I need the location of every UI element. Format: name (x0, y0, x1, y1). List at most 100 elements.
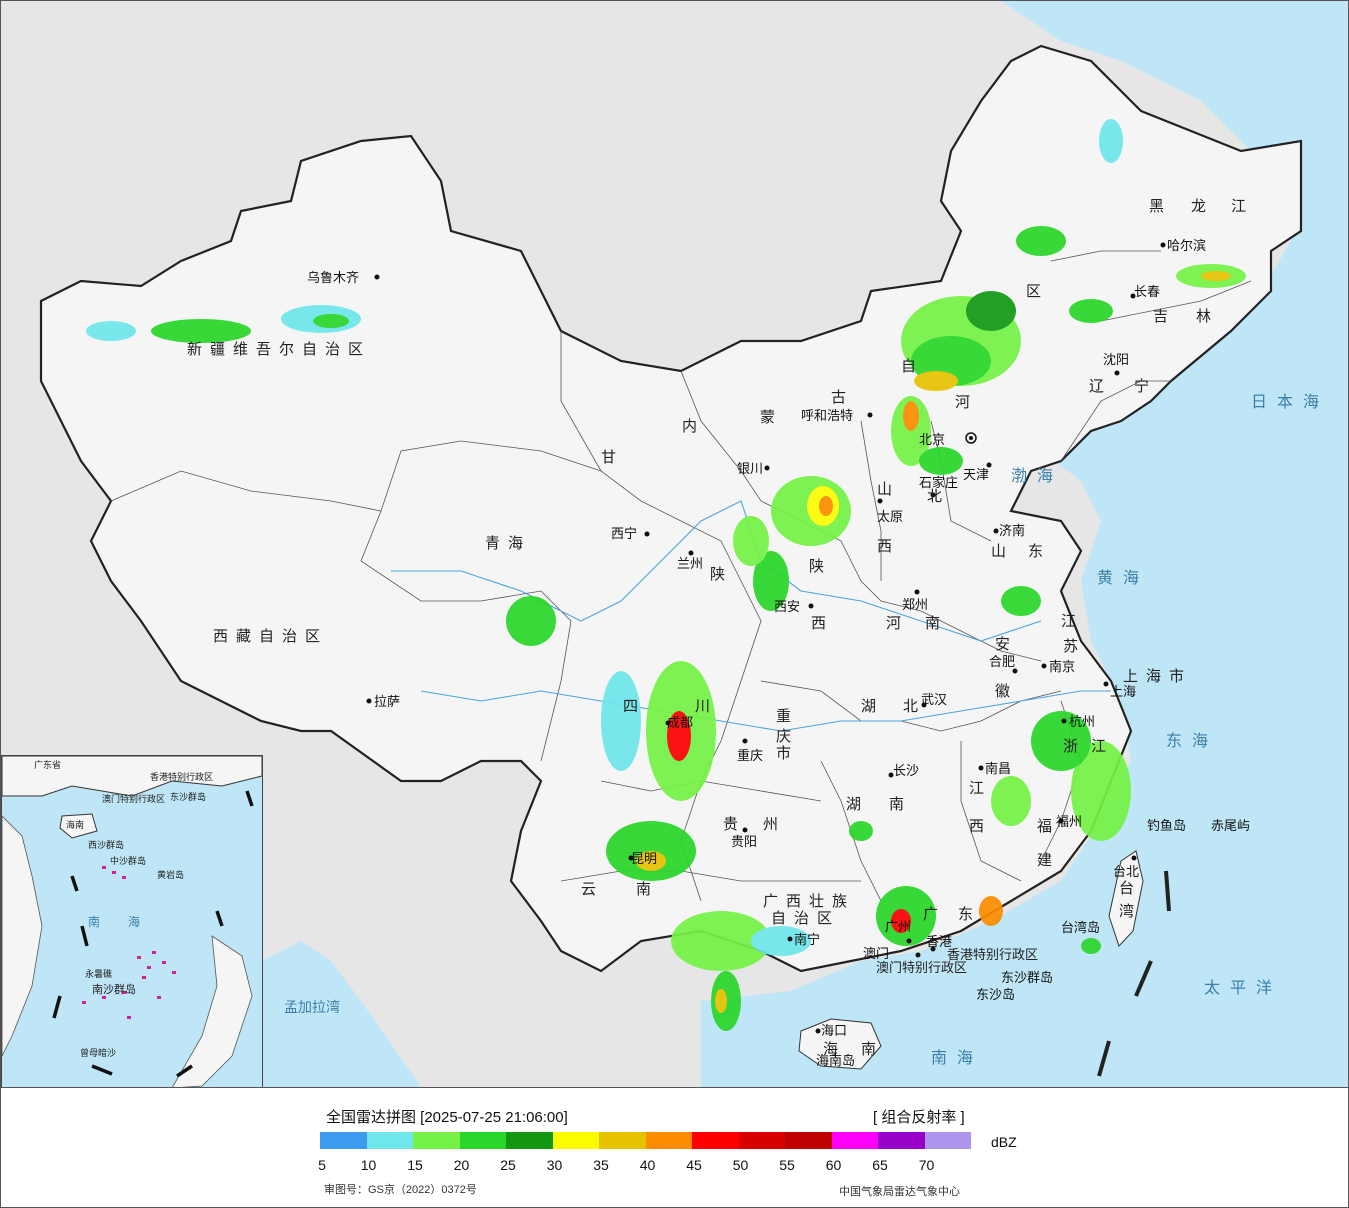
province-label: 河 (955, 393, 978, 411)
city-label: 武汉 (921, 693, 947, 708)
color-swatch (831, 1132, 878, 1149)
city-label: 西宁 (611, 526, 637, 542)
province-label: 福 (1037, 817, 1060, 835)
province-label: 甘 (601, 448, 624, 466)
city-label: 澳门 (863, 946, 889, 962)
province-label: 江 (1231, 197, 1254, 215)
inset-label: 曾母暗沙 (80, 1047, 116, 1059)
color-swatch (366, 1132, 413, 1149)
island-label: 东沙群岛 (1001, 970, 1053, 986)
city-label: 郑州 (902, 598, 928, 613)
color-swatch (552, 1132, 599, 1149)
color-swatch (738, 1132, 785, 1149)
issuer-label: 中国气象局雷达气象中心 (839, 1186, 960, 1198)
south-china-sea-inset: 广东省 香港特别行政区 澳门特别行政区 东沙群岛 海南 西沙群岛 中沙群岛 黄岩… (1, 755, 263, 1087)
province-label: 台 (1119, 879, 1142, 897)
legend-tick-label: 40 (639, 1157, 656, 1173)
island-label: 海南岛 (816, 1053, 855, 1069)
radar-map: 乌鲁木齐 拉萨 西宁 兰州 银川 呼和浩特 北京 天津 石家庄 太原 西安 郑州… (1, 1, 1348, 1088)
legend-panel: 全国雷达拼图 [2025-07-25 21:06:00] [ 组合反射率 ] d… (1, 1088, 1348, 1207)
province-label: 西 (969, 817, 992, 835)
province-label: 庆 (776, 727, 799, 745)
legend-tick-label: 70 (918, 1157, 935, 1173)
city-label: 南宁 (794, 932, 820, 948)
color-swatch (924, 1132, 971, 1149)
color-swatch (645, 1132, 692, 1149)
hk-sar-label: 香港特别行政区 (947, 948, 1038, 963)
legend-tick-label: 60 (825, 1157, 842, 1173)
radar-echoes (86, 119, 1246, 1031)
city-label: 南京 (1049, 659, 1075, 675)
approval-number: 审图号：GS京（2022）0372号 (324, 1184, 477, 1196)
inset-label: 西沙群岛 (88, 839, 124, 851)
inset-label: 广东省 (34, 759, 61, 771)
legend-title: 全国雷达拼图 [2025-07-25 21:06:00] (326, 1109, 568, 1126)
province-label: 区 (1026, 282, 1049, 300)
sea-label: 日本海 (1251, 392, 1329, 411)
city-label: 长春 (1134, 285, 1160, 300)
city-label: 石家庄 (919, 475, 958, 491)
inset-label: 东沙群岛 (170, 791, 206, 803)
legend-tick-label: 55 (779, 1157, 795, 1173)
province-label: 建 (1037, 851, 1060, 869)
province-label: 广 (923, 905, 946, 923)
province-label: 新疆维吾尔自治区 (187, 340, 371, 358)
china-map-svg: 乌鲁木齐 拉萨 西宁 兰州 银川 呼和浩特 北京 天津 石家庄 太原 西安 郑州… (39, 1, 1348, 1087)
province-label: 徽 (995, 682, 1018, 700)
city-label: 台北 (1113, 865, 1139, 880)
city-label: 太原 (877, 510, 903, 525)
province-label: 西 (811, 614, 834, 632)
province-label: 林 (1196, 307, 1219, 325)
inset-label: 永暑礁 (85, 968, 112, 980)
province-label: 辽 (1089, 377, 1112, 395)
city-label: 福州 (1056, 815, 1082, 830)
sea-label: 南海 (931, 1048, 983, 1067)
color-swatch (692, 1132, 739, 1149)
island-label: 东沙岛 (976, 987, 1015, 1003)
province-label: 东 (1028, 542, 1051, 560)
legend-tick-label: 45 (686, 1157, 702, 1173)
province-label: 宁 (1134, 377, 1157, 395)
inset-label: 澳门特别行政区 (102, 793, 165, 805)
province-label: 市 (776, 744, 799, 762)
province-label: 江 (1091, 737, 1114, 755)
city-label: 哈尔滨 (1167, 238, 1206, 254)
city-label: 南昌 (985, 761, 1011, 777)
city-label: 兰州 (677, 557, 703, 572)
province-label: 古 (831, 388, 854, 406)
province-label: 贵 (723, 815, 746, 833)
province-label: 湖 (861, 697, 884, 715)
sea-label: 东海 (1166, 731, 1218, 750)
province-label: 河 (886, 614, 909, 632)
color-swatch (459, 1132, 506, 1149)
color-swatch (413, 1132, 460, 1149)
city-label: 济南 (999, 523, 1025, 539)
color-swatch (320, 1132, 367, 1149)
province-label: 陕 (809, 557, 832, 575)
sea-label: 渤海 (1011, 466, 1063, 485)
island-label: 台湾岛 (1061, 920, 1100, 936)
sea-label: 黄海 (1097, 568, 1149, 587)
province-label: 江 (969, 779, 992, 797)
color-swatch (878, 1132, 925, 1149)
color-swatch (785, 1132, 832, 1149)
city-label: 成都 (667, 716, 693, 731)
province-label: 山 (877, 480, 900, 498)
sea-label: 太平洋 (1204, 978, 1282, 997)
inset-label: 海南 (66, 819, 84, 831)
legend-tick-label: 5 (318, 1157, 326, 1173)
province-label: 北 (903, 697, 926, 715)
inset-label: 海 (128, 914, 140, 929)
province-label: 浙 (1063, 737, 1086, 755)
legend-tick-label: 15 (407, 1157, 423, 1173)
city-label: 广州 (885, 920, 911, 935)
island-label: 赤尾屿 (1211, 819, 1250, 834)
inset-label: 中沙群岛 (110, 855, 146, 867)
city-label: 沈阳 (1103, 353, 1129, 368)
island-label: 钓鱼岛 (1147, 818, 1186, 834)
city-label: 长沙 (893, 764, 919, 779)
china-land (39, 44, 1303, 973)
province-label: 陕 (710, 565, 733, 583)
color-scale-bar (320, 1132, 971, 1149)
